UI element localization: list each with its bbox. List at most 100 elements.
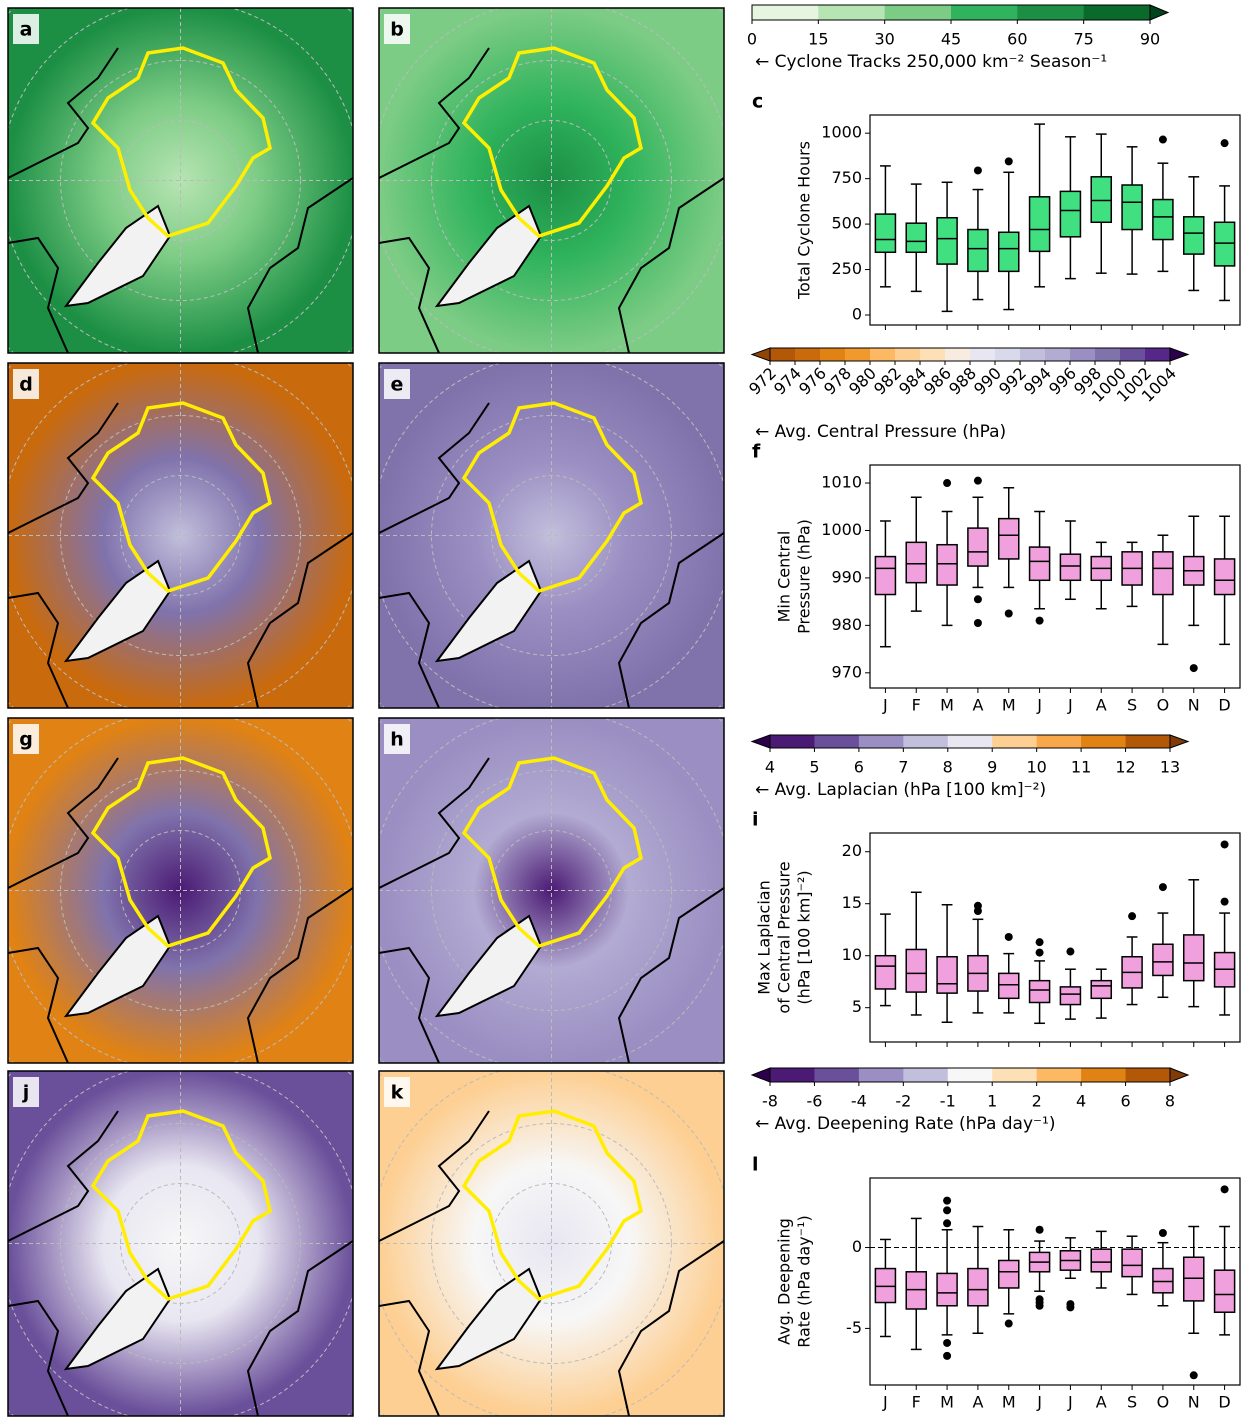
outlier <box>1035 616 1044 625</box>
graticule <box>60 1123 301 1364</box>
panel-label: h <box>390 729 404 751</box>
colorbar-frame <box>769 1067 1171 1083</box>
y-tick-label: 15 <box>842 893 862 912</box>
outlier <box>1158 135 1167 144</box>
box <box>967 527 989 567</box>
colorbar-segment <box>1095 348 1121 361</box>
y-tick-label: 1000 <box>821 520 862 539</box>
coastline <box>8 757 119 889</box>
coastline <box>8 236 69 353</box>
colorbar-tick-label: -8 <box>762 1092 778 1111</box>
map-panel <box>8 363 353 708</box>
panel-label: j <box>22 1082 30 1104</box>
box <box>874 555 897 596</box>
outlier <box>943 1196 952 1205</box>
colorbar-segment <box>947 1068 993 1082</box>
colorbar-frame <box>769 734 1171 749</box>
box <box>1213 221 1236 267</box>
map-frame <box>378 362 725 709</box>
region-outline <box>461 1109 643 1301</box>
graticule <box>431 1123 672 1364</box>
box <box>1090 176 1113 224</box>
x-tick-label: M <box>940 1393 954 1412</box>
colorbar-tick-label: -4 <box>851 1092 867 1111</box>
coastline <box>246 177 353 353</box>
greenland <box>63 914 172 1018</box>
box <box>874 954 897 990</box>
outlier <box>1035 938 1044 947</box>
y-tick-label: 750 <box>831 168 862 187</box>
y-tick-label: 980 <box>831 615 862 634</box>
region-outline <box>90 401 272 593</box>
colorbar-segment <box>920 348 946 361</box>
x-tick-label: A <box>1096 1393 1107 1412</box>
box <box>905 1271 928 1310</box>
graticule <box>431 415 672 656</box>
colorbar-extend <box>1149 4 1170 21</box>
map-panel <box>8 718 353 1063</box>
graticule <box>431 60 672 301</box>
box <box>936 1272 958 1307</box>
box <box>905 541 928 584</box>
graticule <box>60 770 301 1011</box>
y-tick-label: 5 <box>852 997 862 1016</box>
box <box>936 543 958 586</box>
panel-label-bg <box>13 14 39 44</box>
colorbar-segment <box>1036 1068 1082 1082</box>
outlier <box>943 479 952 488</box>
panel-label: g <box>19 729 33 751</box>
y-tick-label: 0 <box>852 305 862 324</box>
colorbar-tick-label: 0 <box>747 30 757 49</box>
box <box>1152 198 1174 241</box>
x-tick-label: J <box>882 696 888 715</box>
coastline <box>8 946 69 1063</box>
panel-label: i <box>752 809 759 831</box>
greenland <box>63 559 172 663</box>
colorbar-extend <box>750 347 771 362</box>
box <box>1028 979 1051 1004</box>
colorbar-segment <box>1081 735 1127 748</box>
x-tick-label: A <box>972 1393 983 1412</box>
panel-label: b <box>390 19 404 41</box>
greenland <box>434 559 543 663</box>
colorbar-tick-label: 90 <box>1140 30 1160 49</box>
box <box>1090 1248 1113 1273</box>
colorbar-tick-label: 30 <box>874 30 894 49</box>
coastline <box>379 1299 440 1416</box>
x-tick-label: D <box>1218 696 1230 715</box>
box <box>1182 216 1205 255</box>
box <box>997 231 1020 273</box>
outlier <box>943 1338 952 1347</box>
outlier <box>973 166 982 175</box>
box <box>874 213 897 254</box>
coastline <box>8 402 119 534</box>
coastline <box>246 887 353 1063</box>
region-outline <box>461 46 643 238</box>
outlier <box>1004 932 1013 941</box>
colorbar-segment <box>1036 735 1082 748</box>
outlier <box>1128 912 1137 921</box>
coastline <box>379 757 490 889</box>
panel-label-bg <box>13 1077 39 1107</box>
map-panel <box>379 8 724 353</box>
coastline <box>8 1110 119 1242</box>
box <box>874 1267 897 1304</box>
box <box>1152 551 1174 596</box>
outlier <box>1220 897 1229 906</box>
outlier <box>943 1351 952 1360</box>
box <box>1152 1267 1174 1294</box>
coastline <box>379 1110 490 1242</box>
coastline <box>379 236 440 353</box>
map-panel <box>8 1071 353 1416</box>
colorbar-tick-label: 8 <box>943 758 953 777</box>
panel-label: f <box>752 441 761 463</box>
colorbar-segment <box>870 348 896 361</box>
region-outline <box>461 756 643 948</box>
x-tick-label: F <box>912 696 921 715</box>
colorbar-segment <box>770 348 796 361</box>
graticule <box>431 770 672 1011</box>
colorbar-segment <box>858 1068 904 1082</box>
outlier <box>1189 664 1198 673</box>
map-frame <box>378 1070 725 1417</box>
y-tick-label: 10 <box>842 945 862 964</box>
